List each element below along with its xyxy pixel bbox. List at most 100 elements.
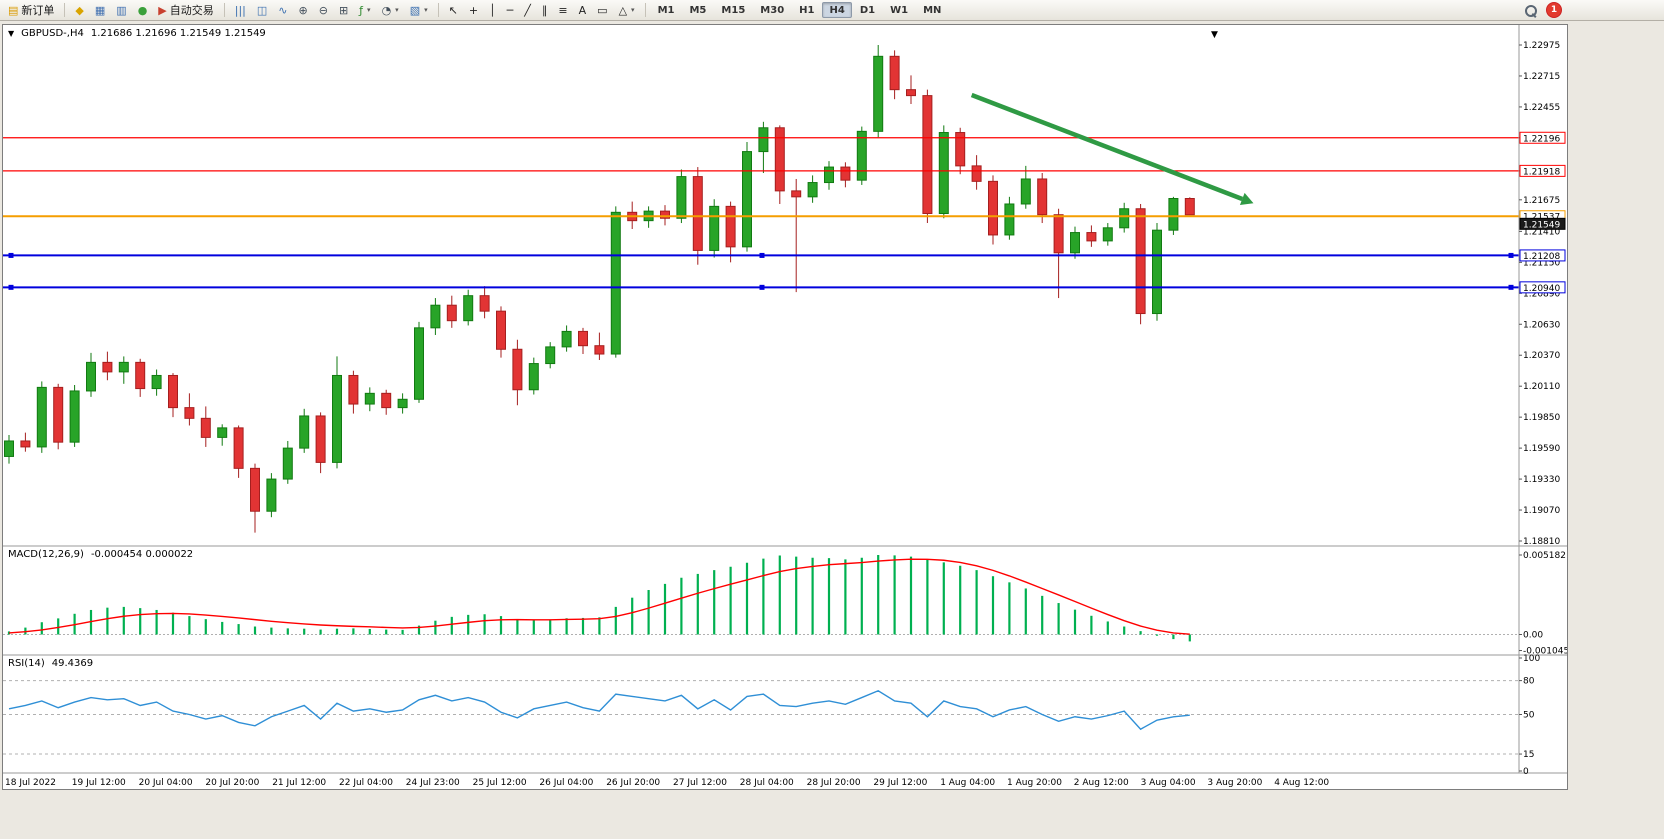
new-order-button[interactable]: ▤ 新订单 xyxy=(3,2,59,19)
periods-button[interactable]: ◔ ▾ xyxy=(377,2,404,19)
line-handle[interactable] xyxy=(759,252,765,258)
time-axis-label: 20 Jul 04:00 xyxy=(139,778,193,788)
line-price-label: 1.21537 xyxy=(1523,213,1560,223)
macd-tick-label: -0.001045 xyxy=(1523,647,1567,657)
time-axis-label: 4 Aug 12:00 xyxy=(1274,778,1329,788)
text-button[interactable]: A xyxy=(574,2,592,19)
vertical-line-button[interactable]: │ xyxy=(484,2,501,19)
line-handle[interactable] xyxy=(1508,252,1514,258)
toolbar-separator xyxy=(64,3,66,17)
navigator-button[interactable]: ● xyxy=(133,2,153,19)
candle-body xyxy=(889,55,900,91)
candle-body xyxy=(299,415,310,449)
line-price-label: 1.21918 xyxy=(1523,167,1560,177)
candle-body xyxy=(676,176,687,219)
toolbar-separator xyxy=(437,3,439,17)
candle-body xyxy=(1135,208,1146,315)
templates-button[interactable]: ▧ ▾ xyxy=(405,2,433,19)
candle-body xyxy=(709,205,720,251)
timeframe-button-m1[interactable]: M1 xyxy=(657,4,675,16)
notification-badge[interactable]: 1 xyxy=(1547,3,1561,17)
timeframe-button-m5[interactable]: M5 xyxy=(689,4,707,16)
shapes-button[interactable]: △ ▾ xyxy=(614,2,640,19)
timeframe-button-m30[interactable]: M30 xyxy=(760,4,785,16)
candle-body xyxy=(118,361,129,373)
zoom-in-button[interactable]: ⊕ xyxy=(294,2,313,19)
candle-body xyxy=(725,205,736,248)
candle-body xyxy=(578,330,588,347)
alert-button[interactable]: ◆ xyxy=(70,2,88,19)
candle-body xyxy=(955,132,966,167)
time-axis-label: 24 Jul 23:00 xyxy=(406,778,460,788)
timeframe-button-h1[interactable]: H1 xyxy=(799,4,815,16)
line-handle[interactable] xyxy=(759,284,765,290)
time-axis-label: 1 Aug 04:00 xyxy=(940,778,995,788)
fibonacci-button[interactable]: ≡ xyxy=(553,2,572,19)
trendline-button[interactable]: ╱ xyxy=(519,2,536,19)
line-handle[interactable] xyxy=(8,284,14,290)
new-order-icon: ▤ xyxy=(8,3,19,17)
indicators-button[interactable]: ƒ ▾ xyxy=(354,2,375,19)
trend-arrow-line[interactable] xyxy=(970,92,1244,202)
candle-body xyxy=(1037,178,1048,216)
chart-shift-marker-icon[interactable]: ▼ xyxy=(1211,30,1218,40)
candle-body xyxy=(791,190,802,198)
line-price-label-box xyxy=(1519,131,1566,144)
candle-body xyxy=(168,374,178,409)
candle-body xyxy=(774,127,785,192)
trend-arrow-head[interactable] xyxy=(1239,192,1254,206)
line-price-label-box xyxy=(1519,281,1566,294)
candle-body xyxy=(807,182,818,198)
time-axis-label: 26 Jul 20:00 xyxy=(606,778,660,788)
candle-body xyxy=(922,95,933,215)
template-icon: ▧ xyxy=(409,3,421,17)
tile-windows-button[interactable]: ⊞ xyxy=(334,2,353,19)
candle-body xyxy=(988,180,998,236)
autotrade-button[interactable]: ▶ 自动交易 xyxy=(153,2,218,19)
candlestick-chart-button[interactable]: ◫ xyxy=(252,2,272,19)
candle-body xyxy=(528,363,539,391)
candle-body xyxy=(906,89,916,97)
dropdown-arrow-icon: ▾ xyxy=(367,6,371,14)
candle-body xyxy=(463,295,474,322)
channel-button[interactable]: ∥ xyxy=(537,2,553,19)
search-icon[interactable] xyxy=(1524,4,1537,17)
candle-body xyxy=(545,346,556,365)
candle-body xyxy=(692,176,703,251)
timeframe-button-w1[interactable]: W1 xyxy=(890,4,909,16)
timeframe-button-h4[interactable]: H4 xyxy=(822,2,852,18)
line-chart-button[interactable]: ∿ xyxy=(273,2,292,19)
cursor-button[interactable]: ↖ xyxy=(444,2,463,19)
data-window-button[interactable]: ▥ xyxy=(111,2,131,19)
dropdown-arrow-icon: ▾ xyxy=(424,6,428,14)
indicators-icon: ƒ xyxy=(359,3,364,17)
timeframe-button-mn[interactable]: MN xyxy=(923,4,942,16)
macd-tick-label: 0.005182 xyxy=(1523,551,1566,561)
timeframe-button-d1[interactable]: D1 xyxy=(859,4,876,16)
rsi-tick-label: 80 xyxy=(1523,677,1535,687)
time-axis-label: 29 Jul 12:00 xyxy=(873,778,927,788)
candle-body xyxy=(971,165,982,182)
candle-body xyxy=(4,440,14,457)
vertical-line-icon: │ xyxy=(489,3,496,17)
rsi-tick-label: 15 xyxy=(1523,750,1534,760)
text-label-button[interactable]: ▭ xyxy=(592,2,612,19)
candle-body xyxy=(758,127,769,153)
candle-body xyxy=(1004,203,1015,236)
toolbar-separator xyxy=(644,3,646,17)
candle-body xyxy=(414,327,424,400)
symbol-collapse-icon[interactable]: ▼ xyxy=(8,29,15,38)
zoom-out-button[interactable]: ⊖ xyxy=(314,2,333,19)
horizontal-line-button[interactable]: ─ xyxy=(502,2,519,19)
crosshair-button[interactable]: + xyxy=(464,2,483,19)
candle-body xyxy=(742,151,752,248)
line-handle[interactable] xyxy=(8,252,14,258)
line-handle[interactable] xyxy=(1508,284,1514,290)
bar-chart-button[interactable]: ||| xyxy=(230,2,251,19)
candle-body xyxy=(151,374,162,390)
autotrade-play-icon: ▶ xyxy=(158,3,167,17)
market-watch-button[interactable]: ▦ xyxy=(90,2,110,19)
candle-body xyxy=(938,132,949,215)
candle-body xyxy=(479,295,490,312)
timeframe-button-m15[interactable]: M15 xyxy=(721,4,746,16)
